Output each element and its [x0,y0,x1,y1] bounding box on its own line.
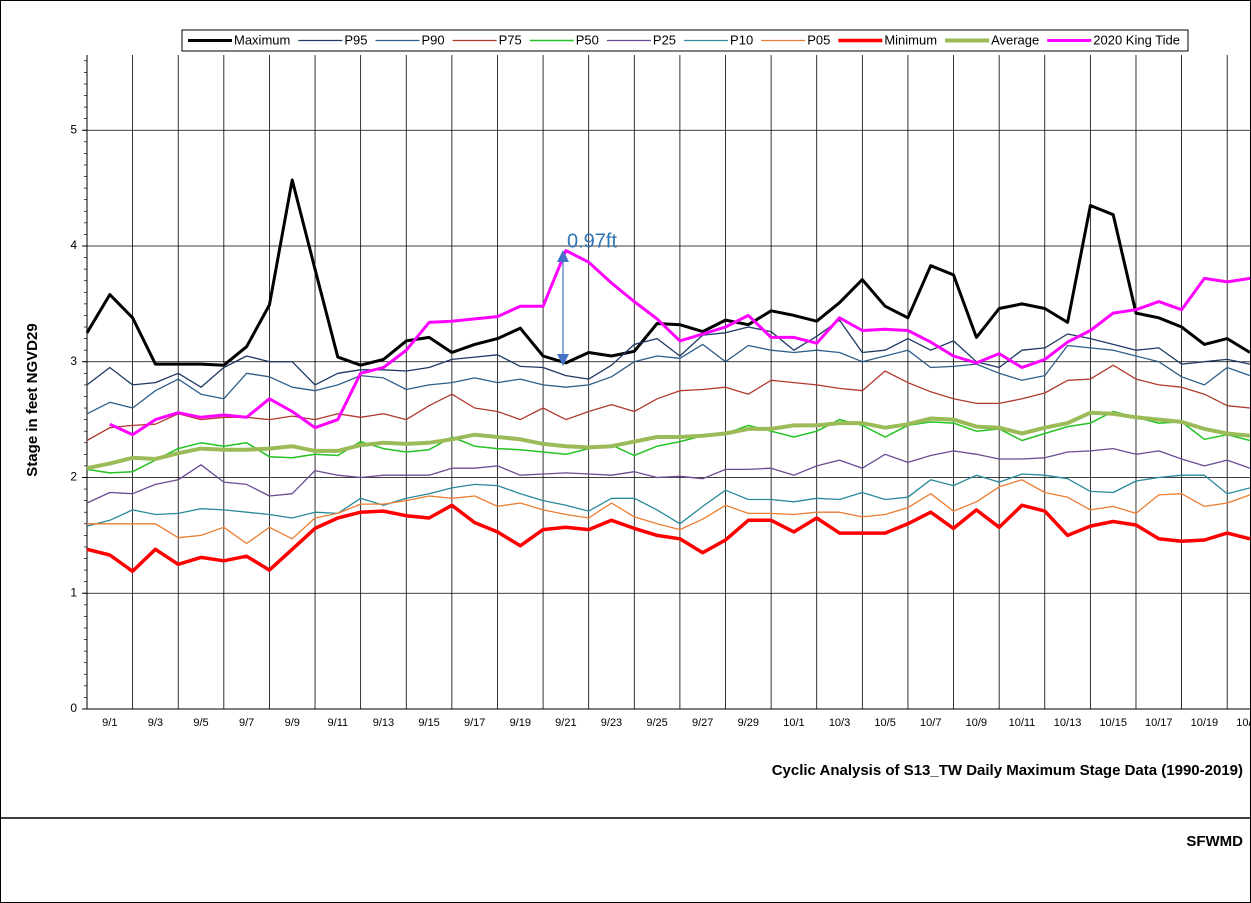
x-tick-label: 9/23 [601,717,622,729]
x-tick-label: 9/11 [328,717,349,729]
y-tick-label: 0 [70,701,77,715]
footer: SFWMD [1186,833,1243,850]
annotation-arrowheads [557,250,569,366]
legend-label: P75 [499,32,522,47]
y-tick-label: 4 [70,238,77,252]
legend-label: 2020 King Tide [1093,32,1180,47]
x-tick-label: 9/21 [555,717,576,729]
x-tick-label: 10/7 [920,717,941,729]
series-line [86,319,1251,388]
y-tick-label: 2 [70,470,77,484]
x-tick-label: 9/25 [646,717,667,729]
series-line [109,249,1251,437]
series-lines [85,178,1251,574]
series-line [85,178,1251,367]
x-tick-label: 9/29 [738,717,759,729]
y-tick-label: 3 [70,354,77,368]
series-line [86,503,1251,574]
annotation: 0.97ft [567,230,617,252]
series-line [86,343,1251,415]
series-line [86,447,1251,504]
x-tick-label: 10/9 [966,717,987,729]
x-tick-label: 10/19 [1191,717,1219,729]
x-tick-label: 9/7 [239,717,254,729]
legend-label: P25 [653,32,676,47]
legend-label: P95 [344,32,367,47]
x-tick-label: 9/3 [148,717,163,729]
series-line [86,473,1251,527]
legend-label: Average [991,32,1039,47]
legend-label: P05 [807,32,830,47]
y-axis-title: Stage in feet NGVD29 [24,323,41,476]
x-tick-label: 10/17 [1145,717,1173,729]
x-tick-label: 9/19 [510,717,531,729]
x-tick-label: 9/13 [373,717,394,729]
x-axis-title: Cyclic Analysis of S13_TW Daily Maximum … [772,762,1243,779]
y-tick-label: 5 [70,122,77,136]
x-tick-label: 9/9 [285,717,300,729]
legend-label: Minimum [884,32,937,47]
x-tick-label: 10/15 [1099,717,1127,729]
x-tick-label: 10/11 [1009,717,1036,729]
legend: Maximum P95 P90 P75 P50 P25 P10 P05 Minimum Avera… [181,29,1189,52]
series-line [87,479,1251,545]
legend-label: P90 [421,32,444,47]
x-tick-label: 9/15 [418,717,439,729]
x-tick-label: 9/1 [102,717,117,729]
series-line [86,410,1251,474]
x-tick-label: 10/5 [874,717,895,729]
series-line [86,410,1251,471]
legend-label: P50 [576,32,599,47]
series-line [86,364,1251,442]
x-tick-label: 9/27 [692,717,713,729]
legend-label: Maximum [234,32,290,47]
x-tick-label: 10/3 [829,717,850,729]
x-tick-label: 10/13 [1054,717,1082,729]
x-tick-label: 10/21 [1236,717,1251,729]
x-tick-label: 10/1 [783,717,804,729]
x-tick-label: 9/17 [464,717,485,729]
y-tick-label: 1 [70,585,77,599]
legend-label: P10 [730,32,753,47]
x-tick-label: 9/5 [193,717,208,729]
